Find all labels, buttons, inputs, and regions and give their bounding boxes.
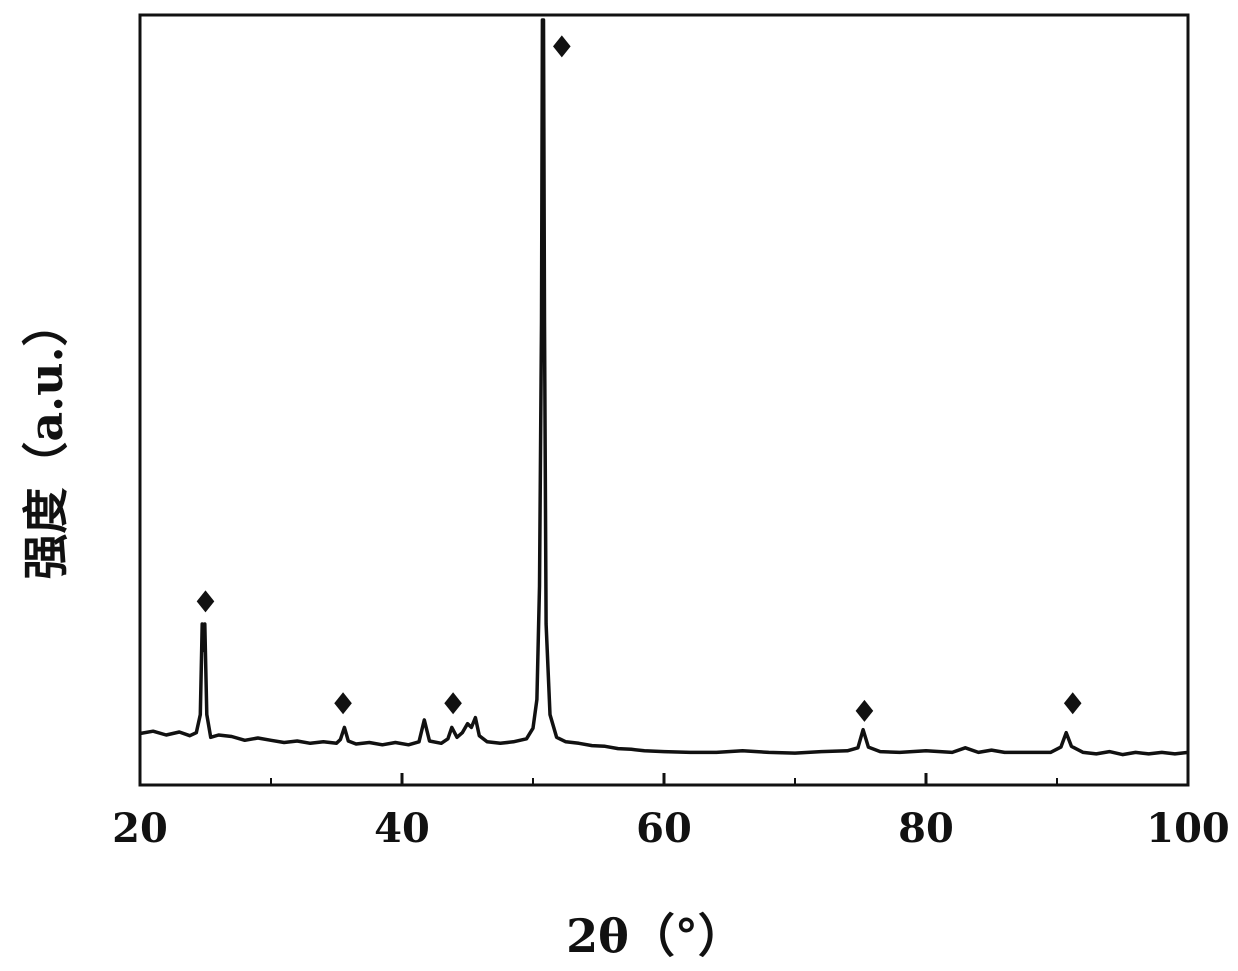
series-line — [140, 20, 1188, 755]
plot-frame — [140, 15, 1188, 785]
peak-marker-diamond — [197, 590, 215, 612]
x-tick-label: 80 — [898, 805, 954, 852]
x-axis-ticks — [140, 773, 1188, 785]
peak-marker-diamond — [856, 700, 874, 722]
x-axis-label: 2θ（°） — [566, 909, 744, 963]
x-tick-label: 20 — [112, 805, 168, 852]
x-tick-label: 40 — [374, 805, 430, 852]
peak-marker-diamond — [1064, 692, 1082, 714]
peak-marker-diamond — [334, 692, 352, 714]
peak-marker-diamond — [553, 35, 571, 57]
x-axis-tick-labels: 20 40 60 80 100 — [112, 805, 1230, 852]
y-axis-label: 强度（a.u.） — [19, 300, 73, 579]
x-tick-label: 100 — [1146, 805, 1230, 852]
peak-marker-diamond — [444, 692, 462, 714]
x-tick-label: 60 — [636, 805, 692, 852]
peak-markers — [197, 35, 1082, 721]
